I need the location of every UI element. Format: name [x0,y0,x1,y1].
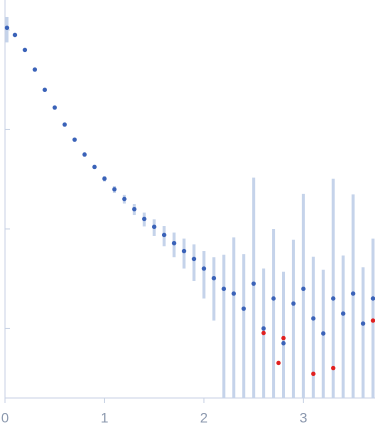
data-point [4,25,10,31]
data-point [191,256,197,262]
data-point [321,331,326,336]
x-tick-label: 0 [1,410,9,426]
x-tick-label: 3 [299,410,307,426]
data-point [102,176,107,181]
data-point [281,341,286,346]
data-point [112,187,117,192]
data-point [122,196,127,202]
data-point [52,105,57,110]
data-point [276,360,281,366]
data-point [12,32,18,38]
data-point [331,365,336,371]
data-point [251,281,256,286]
data-point [370,296,375,301]
data-point [92,164,97,170]
data-point [221,286,227,292]
data-point [370,318,375,323]
data-point [82,152,87,157]
data-point [340,311,346,316]
data-point [291,301,296,306]
data-point [181,248,187,254]
data-point [281,335,286,341]
data-point [161,232,167,238]
data-point [350,291,356,296]
data-point [311,316,316,321]
data-point [301,286,306,292]
data-point [142,216,147,222]
data-point [241,306,246,311]
data-point [311,371,316,377]
data-point [132,206,137,212]
data-point [171,240,177,246]
data-point [231,291,236,296]
data-point [271,296,276,301]
data-point [201,266,207,271]
data-point [261,330,266,336]
data-point [331,296,336,301]
data-point [42,87,47,93]
data-point [32,67,38,72]
data-point [22,47,28,53]
data-point [360,321,366,326]
x-tick-label: 1 [101,410,109,426]
data-point [211,275,217,281]
data-point [151,224,157,230]
data-point [62,122,67,127]
x-tick-label: 2 [200,410,208,426]
data-point [261,326,266,331]
data-point [72,137,77,142]
